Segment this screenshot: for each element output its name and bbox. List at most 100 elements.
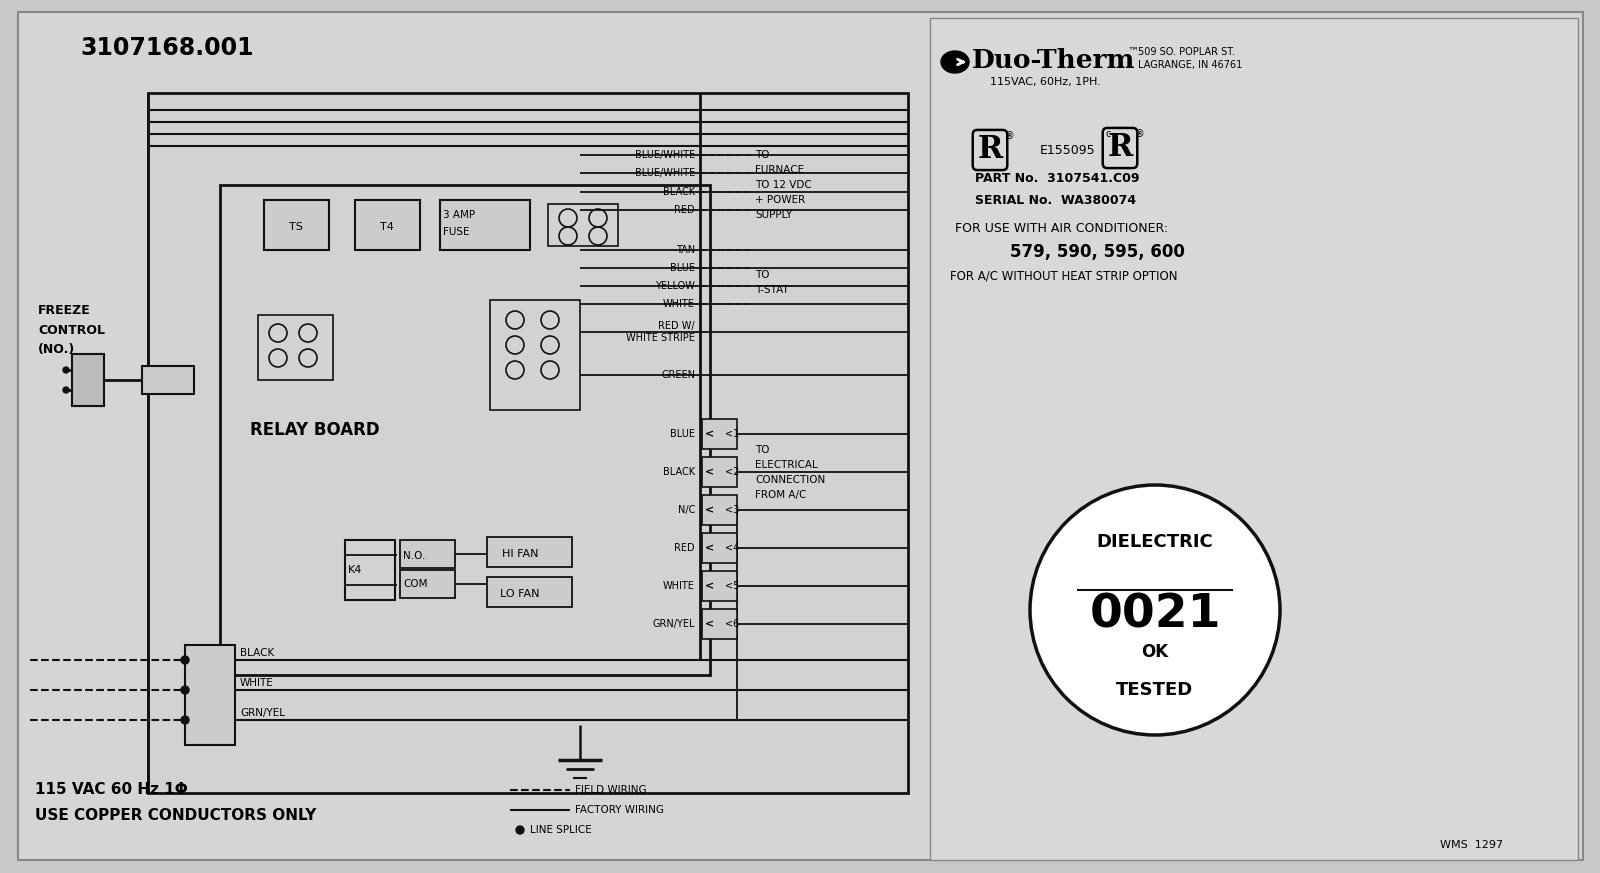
Text: YELLOW: YELLOW — [654, 281, 694, 291]
Text: <4: <4 — [725, 543, 739, 553]
Text: BLACK: BLACK — [662, 187, 694, 197]
Bar — [186, 645, 235, 745]
Text: RED W/
WHITE STRIPE: RED W/ WHITE STRIPE — [626, 321, 694, 343]
Bar — [346, 540, 395, 600]
Text: PART No.  3107541.C09: PART No. 3107541.C09 — [974, 171, 1139, 184]
Bar — [486, 537, 573, 567]
Text: SERIAL No.  WA380074: SERIAL No. WA380074 — [974, 194, 1136, 207]
Text: FURNACE: FURNACE — [755, 165, 805, 175]
Bar — [258, 315, 333, 380]
Circle shape — [181, 686, 189, 694]
Text: GRN/YEL: GRN/YEL — [240, 708, 285, 718]
Text: TS: TS — [290, 222, 302, 232]
Text: GRN/YEL: GRN/YEL — [653, 619, 694, 629]
Text: <: < — [706, 429, 714, 439]
Text: TO: TO — [755, 445, 770, 455]
Bar — [440, 200, 530, 250]
Ellipse shape — [941, 51, 970, 73]
Text: ®: ® — [1134, 129, 1144, 139]
Text: R: R — [1107, 133, 1133, 163]
Circle shape — [62, 387, 69, 393]
Text: HI FAN: HI FAN — [502, 549, 538, 559]
Text: <3: <3 — [725, 505, 739, 515]
Text: RED: RED — [674, 543, 694, 553]
Text: FROM A/C: FROM A/C — [755, 490, 806, 500]
Text: 3 AMP: 3 AMP — [443, 210, 475, 220]
Bar — [702, 419, 738, 449]
Text: FREEZE: FREEZE — [38, 304, 91, 317]
Text: 509 SO. POPLAR ST.: 509 SO. POPLAR ST. — [1138, 47, 1235, 57]
Text: CONTROL: CONTROL — [38, 324, 106, 336]
Bar — [221, 185, 710, 675]
Text: USE COPPER CONDUCTORS ONLY: USE COPPER CONDUCTORS ONLY — [35, 808, 317, 822]
Bar — [486, 577, 573, 607]
Bar — [142, 366, 194, 394]
Text: <2: <2 — [725, 467, 739, 477]
Text: LAGRANGE, IN 46761: LAGRANGE, IN 46761 — [1138, 60, 1242, 70]
Text: FIELD WIRING: FIELD WIRING — [574, 785, 646, 795]
Text: CONNECTION: CONNECTION — [755, 475, 826, 485]
Text: OK: OK — [1141, 643, 1168, 661]
Bar — [264, 200, 330, 250]
Text: ELECTRICAL: ELECTRICAL — [755, 460, 818, 470]
Text: FUSE: FUSE — [443, 227, 469, 237]
Text: DIELECTRIC: DIELECTRIC — [1096, 533, 1213, 551]
Text: WMS  1297: WMS 1297 — [1440, 840, 1502, 850]
Bar — [702, 457, 738, 487]
Text: <: < — [706, 505, 714, 515]
Text: RELAY BOARD: RELAY BOARD — [250, 421, 379, 439]
Circle shape — [62, 367, 69, 373]
Text: <: < — [706, 467, 714, 477]
Text: LINE SPLICE: LINE SPLICE — [530, 825, 592, 835]
Text: (NO.): (NO.) — [38, 343, 75, 356]
Text: N/C: N/C — [678, 505, 694, 515]
Bar — [355, 200, 419, 250]
Text: TO 12 VDC: TO 12 VDC — [755, 180, 811, 190]
Bar — [702, 495, 738, 525]
Bar — [930, 18, 1578, 860]
Text: T-STAT: T-STAT — [755, 285, 789, 295]
Text: BLUE/WHITE: BLUE/WHITE — [635, 168, 694, 178]
Text: BLUE/WHITE: BLUE/WHITE — [635, 150, 694, 160]
Text: K4: K4 — [349, 565, 362, 575]
Text: TO: TO — [755, 150, 770, 160]
Text: <1: <1 — [725, 429, 739, 439]
Text: 579, 590, 595, 600: 579, 590, 595, 600 — [1010, 243, 1186, 261]
Circle shape — [515, 826, 525, 834]
Text: TESTED: TESTED — [1117, 681, 1194, 699]
Text: WHITE: WHITE — [662, 581, 694, 591]
Bar — [147, 93, 909, 793]
Text: ™: ™ — [1126, 47, 1138, 57]
Text: <: < — [706, 619, 714, 629]
Text: + POWER: + POWER — [755, 195, 805, 205]
Text: FOR A/C WITHOUT HEAT STRIP OPTION: FOR A/C WITHOUT HEAT STRIP OPTION — [950, 270, 1178, 283]
Bar — [490, 300, 579, 410]
Text: 0021: 0021 — [1090, 593, 1221, 637]
Bar — [400, 540, 454, 568]
Text: BLUE: BLUE — [670, 263, 694, 273]
Text: FOR USE WITH AIR CONDITIONER:: FOR USE WITH AIR CONDITIONER: — [955, 222, 1168, 235]
Text: c: c — [1106, 129, 1110, 139]
Text: WHITE: WHITE — [662, 299, 694, 309]
Text: R: R — [978, 134, 1003, 166]
Text: RED: RED — [674, 205, 694, 215]
Text: WHITE: WHITE — [240, 678, 274, 688]
Bar — [702, 571, 738, 601]
Text: LO FAN: LO FAN — [501, 589, 539, 599]
Circle shape — [181, 716, 189, 724]
Text: TO: TO — [755, 270, 770, 280]
Text: ®: ® — [1005, 131, 1014, 141]
Text: 3107168.001: 3107168.001 — [80, 36, 253, 60]
Bar — [702, 533, 738, 563]
Text: E155095: E155095 — [1040, 143, 1096, 156]
Circle shape — [1030, 485, 1280, 735]
Text: 115 VAC 60 Hz 1Φ: 115 VAC 60 Hz 1Φ — [35, 782, 187, 798]
Text: T4: T4 — [381, 222, 394, 232]
Bar — [702, 609, 738, 639]
Text: GREEN: GREEN — [661, 370, 694, 380]
Text: BLUE: BLUE — [670, 429, 694, 439]
Text: BLACK: BLACK — [662, 467, 694, 477]
Text: 115VAC, 60Hz, 1PH.: 115VAC, 60Hz, 1PH. — [990, 77, 1101, 87]
Text: COM: COM — [403, 579, 427, 589]
Text: <: < — [706, 581, 714, 591]
